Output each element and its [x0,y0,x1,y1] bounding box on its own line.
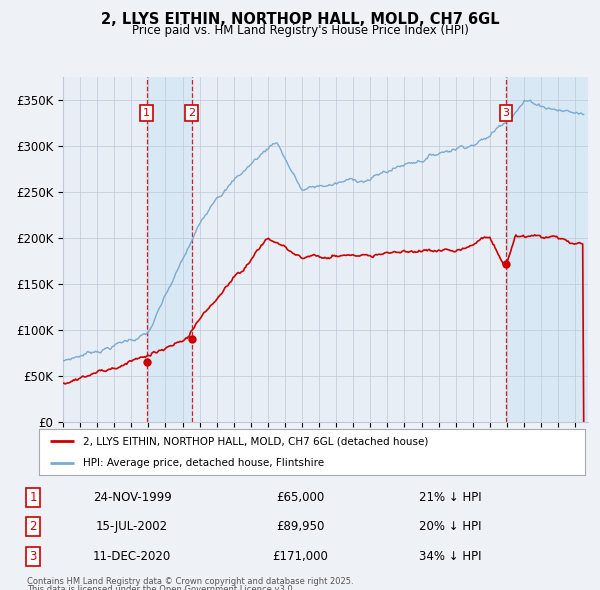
Text: Price paid vs. HM Land Registry's House Price Index (HPI): Price paid vs. HM Land Registry's House … [131,24,469,37]
Text: 34% ↓ HPI: 34% ↓ HPI [419,550,481,563]
Text: £65,000: £65,000 [276,491,324,504]
Text: 24-NOV-1999: 24-NOV-1999 [92,491,172,504]
Text: 15-JUL-2002: 15-JUL-2002 [96,520,168,533]
Text: £89,950: £89,950 [276,520,324,533]
Text: HPI: Average price, detached house, Flintshire: HPI: Average price, detached house, Flin… [83,457,324,467]
Text: 2: 2 [188,108,195,118]
Text: 3: 3 [29,550,37,563]
Text: 11-DEC-2020: 11-DEC-2020 [93,550,171,563]
Text: 2: 2 [29,520,37,533]
Text: 3: 3 [503,108,509,118]
Text: This data is licensed under the Open Government Licence v3.0.: This data is licensed under the Open Gov… [27,585,295,590]
Text: 20% ↓ HPI: 20% ↓ HPI [419,520,481,533]
Text: 1: 1 [143,108,150,118]
Text: 2, LLYS EITHIN, NORTHOP HALL, MOLD, CH7 6GL (detached house): 2, LLYS EITHIN, NORTHOP HALL, MOLD, CH7 … [83,437,428,447]
Text: 1: 1 [29,491,37,504]
Text: £171,000: £171,000 [272,550,328,563]
Bar [146,77,192,422]
Text: Contains HM Land Registry data © Crown copyright and database right 2025.: Contains HM Land Registry data © Crown c… [27,577,353,586]
Bar [506,77,600,422]
Text: 21% ↓ HPI: 21% ↓ HPI [419,491,481,504]
Text: 2, LLYS EITHIN, NORTHOP HALL, MOLD, CH7 6GL: 2, LLYS EITHIN, NORTHOP HALL, MOLD, CH7 … [101,12,499,27]
